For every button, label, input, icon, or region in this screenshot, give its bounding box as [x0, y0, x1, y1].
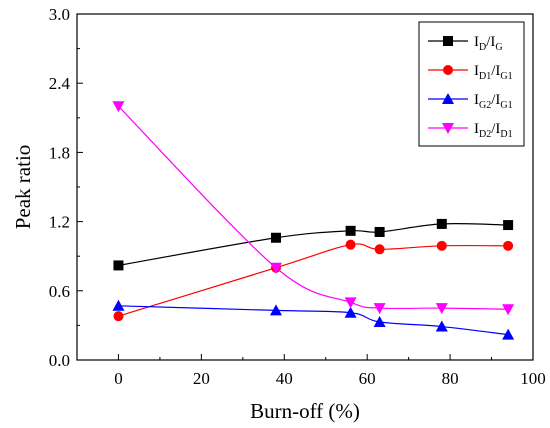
legend-marker: [443, 36, 453, 46]
y-axis-ticks: 0.0 0.6 1.2 1.8 2.4 3.0: [49, 5, 83, 370]
data-point: [112, 101, 125, 113]
series-2: [113, 239, 514, 322]
x-tick-label: 40: [276, 369, 293, 388]
legend: ID/IG ID1/IG1 IG2/IG1 ID2/ID1: [418, 21, 525, 147]
series-4: [112, 101, 515, 316]
legend-marker: [442, 93, 454, 104]
series-3: [112, 299, 515, 340]
legend-marker: [442, 123, 454, 134]
data-point: [503, 240, 514, 251]
data-point: [436, 240, 447, 251]
data-point: [345, 225, 356, 236]
data-point: [435, 303, 448, 315]
y-tick-label: 2.4: [49, 74, 71, 93]
legend-marker: [443, 65, 453, 75]
y-axis-title: Peak ratio: [11, 145, 35, 230]
y-tick-label: 0.0: [49, 351, 70, 370]
x-axis-title: Burn-off (%): [250, 399, 360, 423]
series-line: [118, 222, 509, 267]
legend-label: IG2/IG1: [474, 92, 513, 111]
data-point: [503, 220, 514, 231]
x-axis-ticks: 0 20 40 60 80 100: [114, 354, 546, 388]
legend-entry: IG2/IG1: [428, 92, 513, 111]
data-point: [344, 297, 357, 309]
x-tick-label: 0: [114, 369, 123, 388]
legend-entry: ID1/IG1: [428, 63, 513, 82]
data-point: [435, 320, 448, 332]
legend-entry: ID/IG: [428, 34, 503, 53]
data-point: [374, 244, 385, 255]
data-point: [113, 260, 124, 271]
data-point: [112, 299, 125, 311]
data-point: [436, 218, 447, 229]
x-tick-label: 100: [520, 369, 546, 388]
data-point: [502, 304, 515, 316]
legend-label: ID/IG: [474, 34, 503, 53]
legend-label: ID2/ID1: [474, 121, 513, 140]
data-point: [374, 226, 385, 237]
y-tick-label: 1.8: [49, 143, 70, 162]
y-tick-label: 3.0: [49, 5, 70, 24]
data-point: [344, 306, 357, 318]
legend-box: [418, 21, 525, 147]
data-point: [373, 303, 386, 315]
legend-label: ID1/IG1: [474, 63, 513, 82]
data-point: [269, 262, 282, 274]
data-point: [269, 304, 282, 316]
series-line: [118, 305, 509, 336]
y-tick-label: 0.6: [49, 282, 70, 301]
series-1: [113, 218, 514, 271]
data-point: [345, 239, 356, 250]
data-point: [113, 311, 124, 322]
series-layer: [112, 101, 515, 340]
data-point: [373, 315, 386, 327]
x-tick-label: 80: [442, 369, 459, 388]
x-tick-label: 60: [359, 369, 376, 388]
x-tick-label: 20: [193, 369, 210, 388]
data-point: [270, 232, 281, 243]
data-point: [502, 328, 515, 340]
y-tick-label: 1.2: [49, 213, 70, 232]
legend-entry: ID2/ID1: [428, 121, 513, 140]
